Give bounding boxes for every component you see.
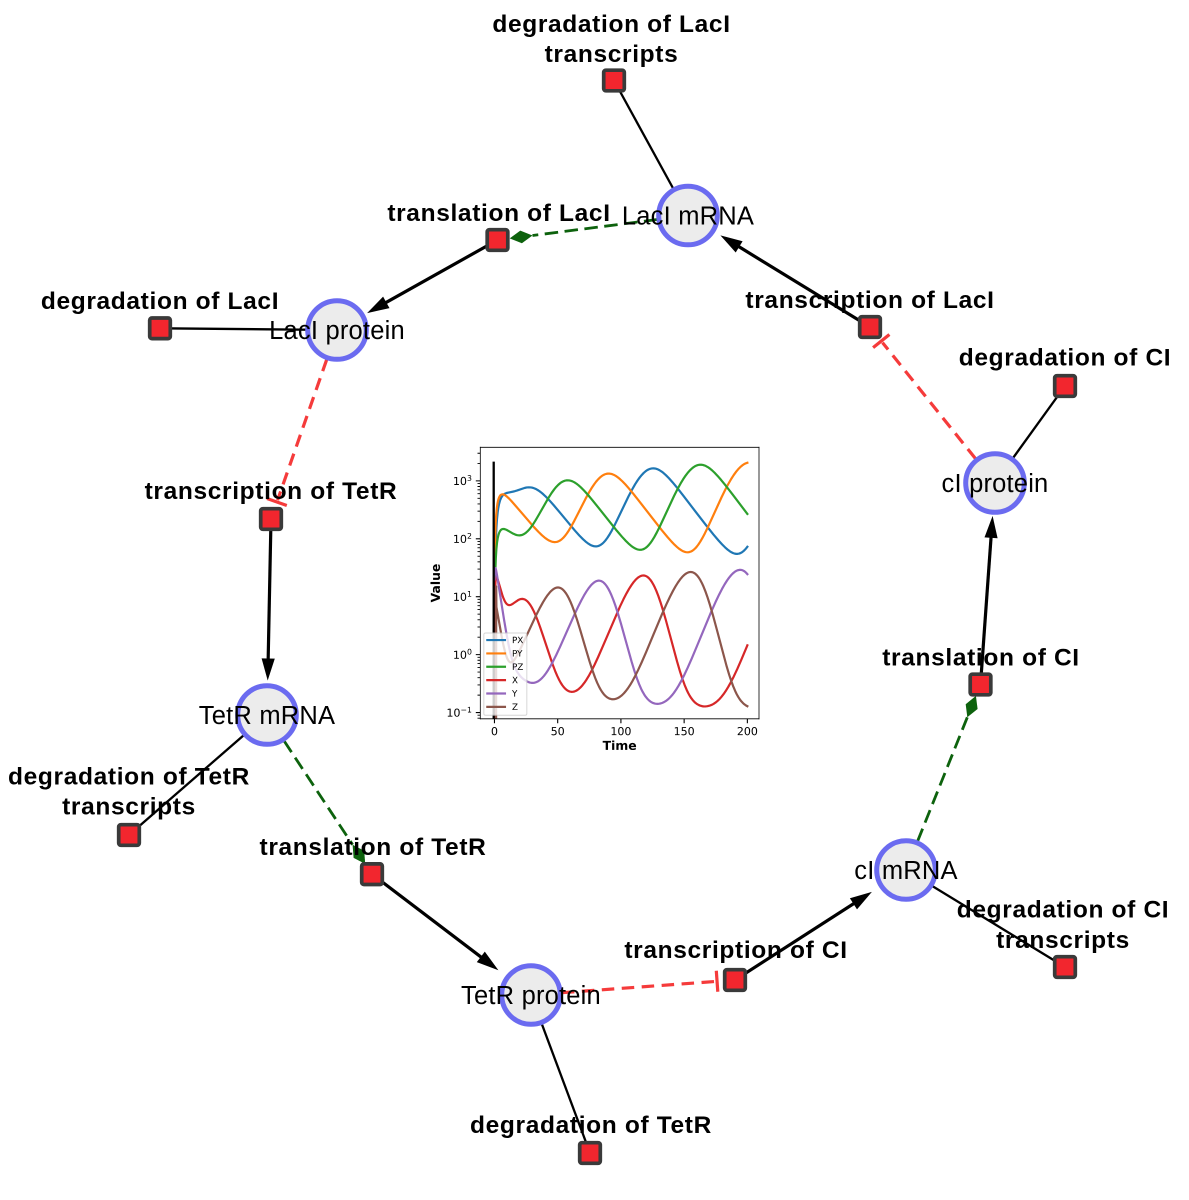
svg-text:degradation of TetR: degradation of TetR — [8, 764, 250, 791]
svg-text:TetR mRNA: TetR mRNA — [199, 702, 335, 730]
svg-text:cI protein: cI protein — [942, 470, 1049, 498]
svg-text:degradation of CI: degradation of CI — [959, 345, 1172, 372]
svg-text:degradation of LacI: degradation of LacI — [41, 288, 279, 315]
svg-text:cI mRNA: cI mRNA — [854, 857, 957, 885]
svg-text:translation of TetR: translation of TetR — [260, 834, 487, 861]
svg-text:translation of CI: translation of CI — [882, 644, 1080, 671]
svg-text:transcripts: transcripts — [996, 927, 1130, 954]
svg-text:transcripts: transcripts — [62, 794, 196, 821]
svg-text:transcripts: transcripts — [545, 41, 679, 68]
svg-text:transcription of TetR: transcription of TetR — [145, 478, 398, 505]
svg-text:TetR protein: TetR protein — [461, 982, 601, 1010]
svg-text:degradation of TetR: degradation of TetR — [470, 1112, 712, 1139]
svg-text:degradation of LacI: degradation of LacI — [492, 11, 730, 38]
svg-text:translation of LacI: translation of LacI — [387, 200, 610, 227]
svg-text:LacI mRNA: LacI mRNA — [622, 203, 754, 231]
svg-text:transcription of CI: transcription of CI — [624, 937, 847, 964]
svg-text:transcription of LacI: transcription of LacI — [745, 287, 994, 314]
svg-text:LacI protein: LacI protein — [269, 317, 405, 345]
svg-text:degradation of CI: degradation of CI — [957, 897, 1170, 924]
